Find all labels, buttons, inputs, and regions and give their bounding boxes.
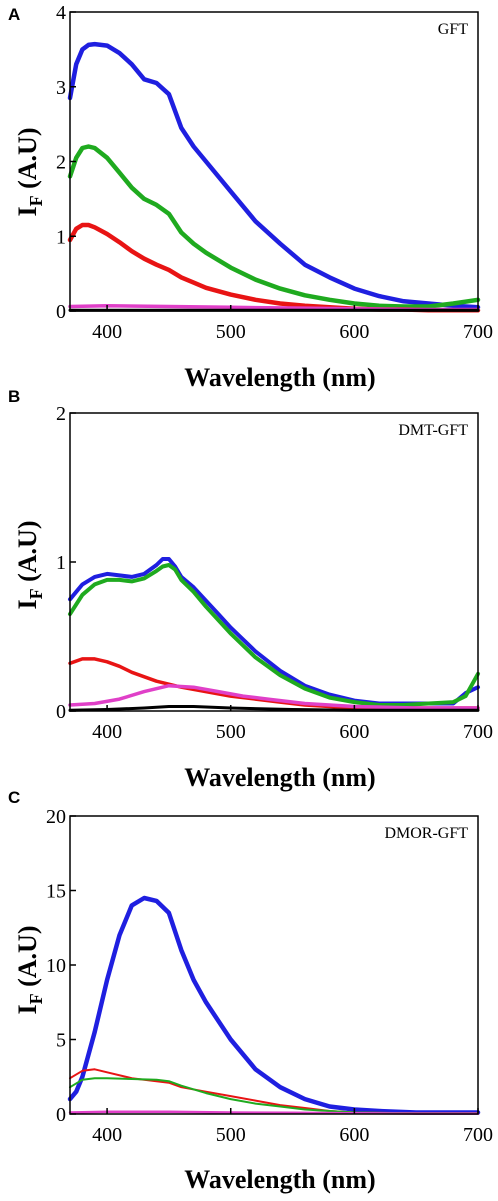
y-axis-title-rest: (A.U) — [13, 128, 42, 196]
x-tick-label: 700 — [463, 1124, 493, 1146]
series-line-0 — [67, 895, 481, 1115]
x-tick-label: 500 — [216, 321, 246, 343]
panel-b: B 400 500 600 700 0 1 2 DMT-GFT Wavelength (nm) IF… — [8, 387, 493, 792]
x-tick-label: 400 — [92, 721, 122, 743]
x-tick-label: 500 — [216, 1124, 246, 1146]
y-tick-label: 5 — [56, 1030, 66, 1052]
y-axis-title-main: I — [13, 599, 42, 609]
x-tick-label: 400 — [92, 1124, 122, 1146]
y-tick-label: 0 — [56, 701, 66, 723]
plot-frame — [69, 815, 479, 1115]
x-tick-label: 600 — [339, 1124, 369, 1146]
x-tick-label: 700 — [463, 721, 493, 743]
y-tick-label: 4 — [56, 2, 66, 24]
x-axis-title: Wavelength (nm) — [184, 363, 375, 392]
y-tick-label: 1 — [56, 552, 66, 574]
y-tick-label: 0 — [56, 1104, 66, 1126]
y-axis-title-rest: (A.U) — [13, 521, 42, 589]
y-tick-label: 2 — [56, 152, 66, 174]
panel-letter: A — [8, 5, 20, 24]
series-line-1 — [67, 144, 481, 309]
y-tick-label: 1 — [56, 226, 66, 248]
y-axis-title-sub: F — [26, 993, 46, 1004]
x-tick-label: 600 — [339, 721, 369, 743]
y-tick-label: 2 — [56, 403, 66, 425]
x-tick-label: 400 — [92, 321, 122, 343]
y-axis-title: IF (A.U) — [13, 926, 46, 1015]
panel-annotation: DMOR-GFT — [384, 825, 468, 842]
y-axis-title-main: I — [13, 1004, 42, 1014]
y-tick-label: 20 — [46, 806, 66, 828]
y-tick-label: 15 — [46, 881, 66, 903]
x-tick-label: 700 — [463, 321, 493, 343]
y-axis-title-sub: F — [26, 588, 46, 599]
x-axis-title: Wavelength (nm) — [184, 763, 375, 792]
panel-letter: B — [8, 387, 20, 406]
y-tick-label: 0 — [56, 301, 66, 323]
y-axis-title: IF (A.U) — [13, 521, 46, 610]
panel-annotation: DMT-GFT — [398, 422, 468, 439]
y-tick-label: 10 — [46, 955, 66, 977]
panel-c: C 400 500 600 700 0 5 10 15 20 DMOR-GFT Wavelength … — [8, 788, 493, 1194]
x-axis-title: Wavelength (nm) — [184, 1165, 375, 1194]
y-tick-label: 3 — [56, 77, 66, 99]
plot-frame — [69, 11, 479, 312]
panel-annotation: GFT — [438, 21, 468, 38]
panel-a: A 400 500 600 700 0 1 2 3 4 GFT Wavelength (nm) IF (… — [8, 2, 493, 392]
series-line-0 — [67, 41, 481, 310]
x-tick-label: 500 — [216, 721, 246, 743]
x-tick-label: 600 — [339, 321, 369, 343]
y-axis-title-sub: F — [26, 195, 46, 206]
panel-letter: C — [8, 788, 20, 807]
series-line-1 — [68, 563, 480, 707]
y-axis-title: IF (A.U) — [13, 128, 46, 217]
series-line-2 — [69, 1077, 479, 1115]
y-axis-title-rest: (A.U) — [13, 926, 42, 994]
y-axis-title-main: I — [13, 206, 42, 216]
